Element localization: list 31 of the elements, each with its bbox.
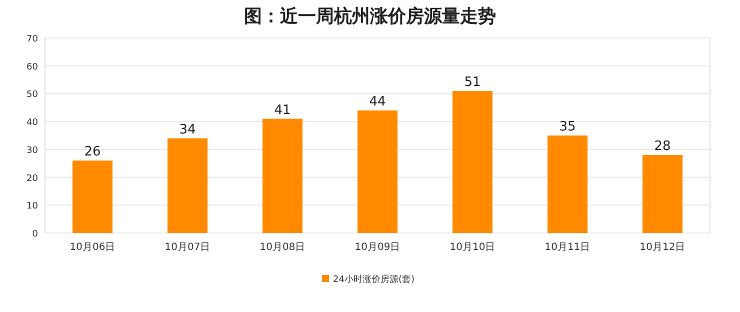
data-label: 34 xyxy=(179,122,196,138)
y-tick-label: 0 xyxy=(32,230,38,240)
x-tick-label: 10月10日 xyxy=(450,242,496,253)
bar xyxy=(452,90,492,233)
y-tick-label: 70 xyxy=(26,34,38,44)
bar xyxy=(168,138,208,233)
data-label: 28 xyxy=(654,139,671,154)
x-tick-label: 10月09日 xyxy=(354,242,400,253)
bar xyxy=(642,155,682,233)
bar xyxy=(262,118,302,233)
data-label: 41 xyxy=(274,102,291,118)
y-tick-label: 60 xyxy=(26,62,38,72)
y-tick-label: 40 xyxy=(26,118,38,128)
data-label: 35 xyxy=(559,120,576,134)
x-tick-label: 10月07日 xyxy=(164,242,210,253)
x-tick-label: 10月08日 xyxy=(260,242,306,253)
x-tick-label: 10月11日 xyxy=(544,242,590,253)
chart-title: 图：近一周杭州涨价房源量走势 xyxy=(244,6,496,27)
legend-label: 24小时涨价房源(套) xyxy=(333,274,414,285)
x-tick-label: 10月06日 xyxy=(70,242,116,253)
y-tick-label: 30 xyxy=(26,146,38,156)
bar xyxy=(72,160,112,233)
y-tick-label: 10 xyxy=(26,202,38,212)
data-label: 26 xyxy=(84,144,101,160)
y-tick-label: 50 xyxy=(26,90,38,100)
x-tick-label: 10月12日 xyxy=(640,242,686,253)
bar xyxy=(548,136,588,233)
y-tick-label: 20 xyxy=(26,174,38,184)
data-label: 51 xyxy=(464,74,481,90)
bar xyxy=(358,110,398,233)
data-label: 44 xyxy=(369,94,386,110)
